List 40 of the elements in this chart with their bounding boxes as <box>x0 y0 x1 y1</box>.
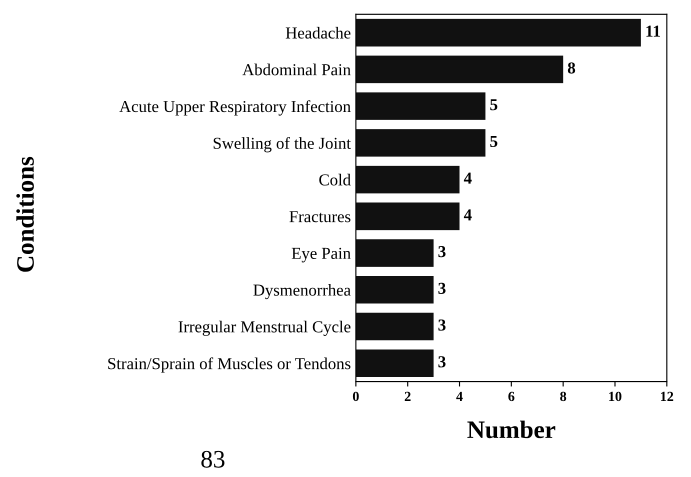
bar <box>356 166 460 194</box>
data-label: 4 <box>464 172 472 184</box>
data-label: 8 <box>568 62 576 74</box>
x-tick-label: 10 <box>609 392 622 402</box>
y-tick-label: Irregular Menstrual Cycle <box>178 320 350 336</box>
y-tick-label: Cold <box>319 174 351 186</box>
bar <box>356 202 460 230</box>
y-axis-title: Conditions <box>16 156 34 272</box>
data-label: 3 <box>438 282 446 294</box>
x-tick-label: 4 <box>456 392 463 401</box>
data-label: 5 <box>490 136 498 148</box>
bar <box>356 312 434 340</box>
y-tick-label: Acute Upper Respiratory Infection <box>119 100 351 116</box>
bar <box>356 129 486 157</box>
data-label: 4 <box>464 209 472 220</box>
bar <box>356 276 434 304</box>
y-tick-label: Eye Pain <box>292 248 351 262</box>
data-label: 3 <box>438 319 446 331</box>
x-tick-label: 6 <box>508 392 514 402</box>
text: 83 <box>201 450 224 468</box>
y-tick-label: Swelling of the Joint <box>214 136 351 152</box>
data-label: 3 <box>438 356 446 368</box>
x-axis-title: Number <box>467 420 556 438</box>
y-tick-label: Abdominal Pain <box>242 64 351 76</box>
x-tick-label: 8 <box>560 392 566 402</box>
x-tick-label: 0 <box>352 392 359 402</box>
data-label: 5 <box>490 99 498 110</box>
bar <box>356 239 434 267</box>
bar <box>356 92 486 120</box>
bar <box>356 18 641 46</box>
y-tick-label: Headache <box>286 26 350 39</box>
data-label: 11 <box>646 26 660 37</box>
x-tick-label: 12 <box>660 392 674 401</box>
y-tick-label: Fractures <box>289 211 350 222</box>
y-tick-label: Strain/Sprain of Muscles or Tendons <box>108 357 350 373</box>
bar <box>356 349 434 378</box>
y-tick-label: Dysmenorrhea <box>253 284 351 300</box>
data-label: 3 <box>438 246 446 258</box>
x-tick-label: 2 <box>404 392 411 401</box>
bar <box>356 56 564 84</box>
